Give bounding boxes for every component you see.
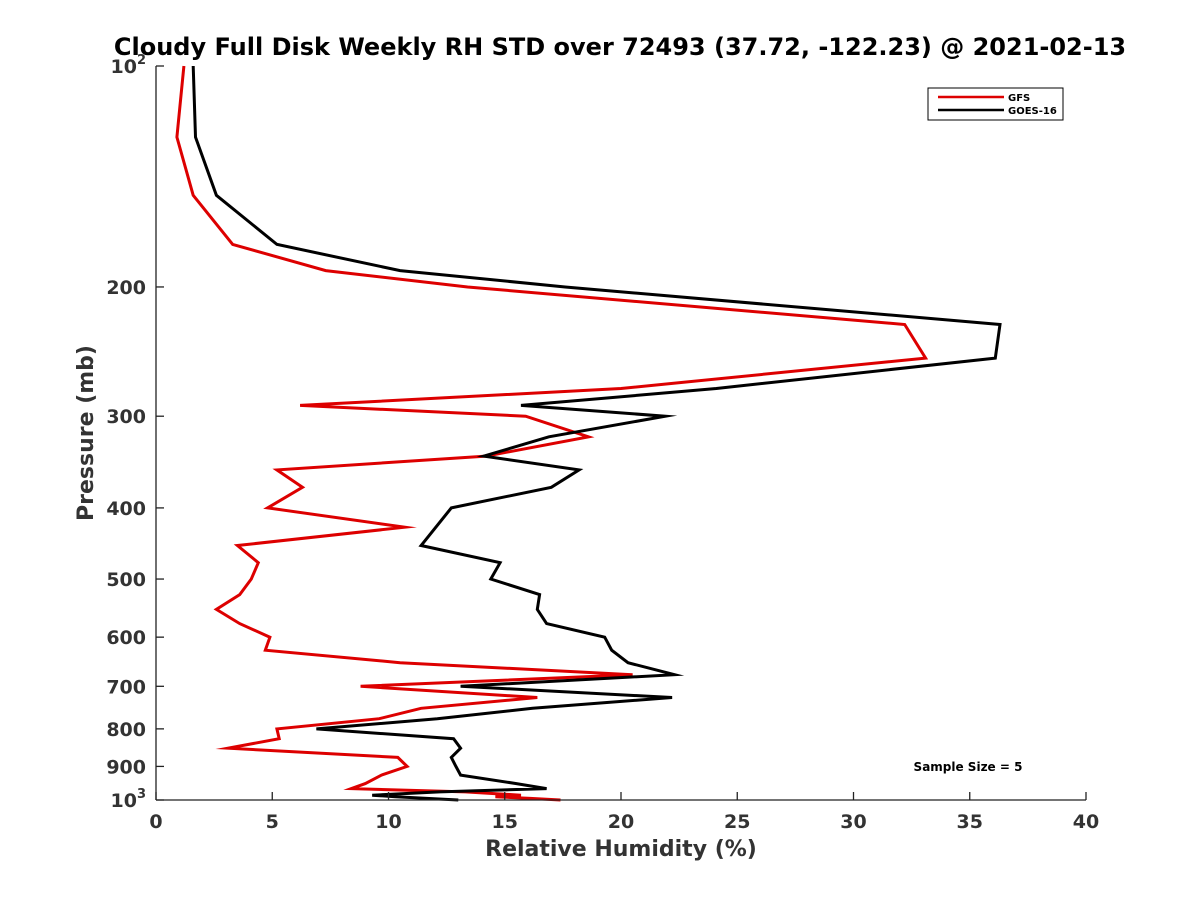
x-axis-ticks: 0 5 10 15 20 25 30 35 40 — [149, 792, 1099, 833]
x-tick-label: 25 — [724, 811, 750, 833]
y-tick-label: 600 — [106, 627, 146, 649]
x-tick-label: 0 — [149, 811, 162, 833]
series-line-goes-16 — [191, 65, 1002, 802]
x-axis-label: Relative Humidity (%) — [485, 837, 757, 862]
x-tick-label: 10 — [375, 811, 401, 833]
y-tick-label: 700 — [106, 676, 146, 698]
x-tick-label: 40 — [1073, 811, 1099, 833]
y-tick-label: 400 — [106, 498, 146, 520]
x-tick-label: 35 — [957, 811, 983, 833]
y-tick-label: 102 — [111, 53, 147, 78]
x-tick-label: 15 — [492, 811, 518, 833]
y-axis-ticks: 102 200 300 400 500 600 700 800 900 103 — [106, 53, 164, 812]
y-tick-label: 500 — [106, 569, 146, 591]
y-tick-label: 300 — [106, 406, 146, 428]
chart-title: Cloudy Full Disk Weekly RH STD over 7249… — [114, 33, 1126, 61]
y-tick-label: 900 — [106, 756, 146, 778]
plot-area — [156, 66, 1086, 800]
y-tick-label: 800 — [106, 719, 146, 741]
x-tick-label: 5 — [266, 811, 279, 833]
sample-size-annotation: Sample Size = 5 — [914, 760, 1023, 774]
x-tick-label: 20 — [608, 811, 634, 833]
legend-label: GOES-16 — [1008, 106, 1057, 117]
y-tick-label: 103 — [111, 787, 147, 812]
series-line-gfs — [175, 65, 929, 802]
y-axis-label: Pressure (mb) — [74, 345, 99, 521]
y-tick-label: 200 — [106, 277, 146, 299]
legend-box — [927, 87, 1064, 121]
legend: GFS GOES-16 — [927, 87, 1064, 121]
legend-items: GFS GOES-16 — [938, 93, 1057, 117]
series-layer — [175, 65, 1002, 802]
legend-label: GFS — [1008, 93, 1030, 104]
x-tick-label: 30 — [840, 811, 866, 833]
